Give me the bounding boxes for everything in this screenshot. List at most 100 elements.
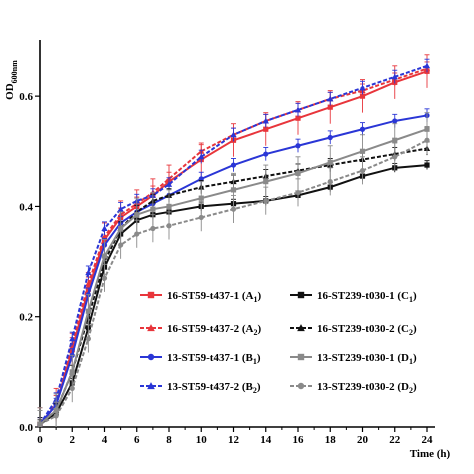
data-point-square <box>297 353 305 361</box>
data-point-circle <box>101 275 108 281</box>
data-point-triangle <box>359 84 366 91</box>
legend-label: 16-ST59-t437-2 (A2) <box>167 323 261 337</box>
legend-item-3: 13-ST59-t437-1 (B1) <box>140 352 261 366</box>
data-point-square <box>118 225 124 232</box>
data-point-square <box>297 291 305 299</box>
data-point-square <box>134 212 140 218</box>
legend-label-main: 13-ST59-t437-1 (B <box>167 352 254 364</box>
legend-label-tail: ) <box>413 290 417 302</box>
series-8 <box>37 126 430 427</box>
data-point-triangle <box>85 280 92 287</box>
legend-label-subscript: 1 <box>409 295 413 304</box>
legend-label-subscript: 2 <box>409 328 413 337</box>
data-point-circle <box>263 151 269 157</box>
legend-label-subscript: 2 <box>253 386 257 395</box>
y-axis-title-main: OD <box>4 83 16 100</box>
data-point-circle <box>150 225 156 232</box>
legend-label-main: 13-ST239-t030-1 (D <box>317 352 409 364</box>
legend-label-tail: ) <box>257 352 261 364</box>
legend-label-subscript: 1 <box>253 295 257 304</box>
data-point-square <box>327 104 333 110</box>
y-axis-title: OD600nm <box>4 60 19 100</box>
legend-label: 13-ST239-t030-1 (D1) <box>317 352 417 366</box>
legend-label-main: 16-ST59-t437-1 (A <box>167 290 254 302</box>
data-point-triangle <box>117 206 124 212</box>
legend-label: 13-ST59-t437-1 (B1) <box>167 352 261 366</box>
data-point-circle <box>392 118 398 124</box>
data-point-triangle <box>147 382 155 390</box>
data-point-circle <box>295 190 301 196</box>
legend-item-6: 16-ST239-t030-2 (C2) <box>290 323 417 337</box>
data-point-triangle <box>230 131 237 138</box>
data-point-circle <box>327 179 333 185</box>
data-point-triangle <box>101 233 108 240</box>
legend-label-main: 16-ST59-t437-2 (A <box>167 323 254 335</box>
legend-item-4: 13-ST59-t437-2 (B2) <box>140 381 261 395</box>
data-point-square <box>69 369 75 375</box>
legend-item-2: 16-ST59-t437-2 (A2) <box>140 323 261 337</box>
x-tick-label: 0 <box>37 434 43 446</box>
legend-label-subscript: 1 <box>253 357 257 366</box>
x-tick-label: 16 <box>293 434 305 446</box>
legend-label-tail: ) <box>413 381 417 393</box>
legend-label-main: 13-ST239-t030-2 (D <box>317 381 409 393</box>
data-point-circle <box>85 336 91 342</box>
legend: 16-ST59-t437-1 (A1)16-ST59-t437-2 (A2)13… <box>140 290 417 395</box>
legend-label: 13-ST239-t030-2 (D2) <box>317 381 417 395</box>
data-point-circle <box>327 134 333 141</box>
series-4 <box>36 58 431 427</box>
x-tick-label: 24 <box>422 434 434 446</box>
data-point-circle <box>359 126 366 132</box>
legend-label: 13-ST59-t437-2 (B2) <box>167 381 261 395</box>
x-tick-label: 14 <box>260 434 272 446</box>
x-tick-label: 6 <box>134 434 140 446</box>
data-point-square <box>166 203 172 210</box>
legend-label-main: 16-ST239-t030-1 (C <box>317 290 409 302</box>
series-layer <box>36 54 431 427</box>
data-point-circle <box>53 413 59 419</box>
legend-label-main: 13-ST59-t437-2 (B <box>167 381 254 393</box>
legend-label: 16-ST59-t437-1 (A1) <box>167 290 261 304</box>
legend-label-subscript: 2 <box>409 386 413 395</box>
legend-item-5: 16-ST239-t030-1 (C1) <box>290 290 417 304</box>
legend-item-1: 16-ST59-t437-1 (A1) <box>140 290 261 304</box>
data-point-circle <box>392 154 398 160</box>
legend-label-tail: ) <box>257 290 261 302</box>
x-tick-label: 20 <box>357 434 369 446</box>
x-tick-label: 18 <box>325 434 337 446</box>
y-tick-label: 0.2 <box>19 312 33 324</box>
ticks: 0 2 4 6 8 10 12 14 16 18 20 22 240.00.20.40.6 <box>19 91 433 446</box>
data-point-circle <box>166 223 172 229</box>
data-point-circle <box>230 206 237 212</box>
data-point-triangle <box>423 62 431 69</box>
x-tick-label: 8 <box>166 434 172 446</box>
series-1 <box>37 54 430 427</box>
data-point-circle <box>424 137 430 143</box>
data-point-triangle <box>198 153 205 160</box>
data-point-circle <box>295 143 301 149</box>
y-tick-label: 0.6 <box>19 91 33 103</box>
data-point-square <box>424 162 430 168</box>
data-point-square <box>263 126 269 132</box>
data-point-triangle <box>294 106 302 113</box>
data-point-square <box>150 206 156 212</box>
x-tick-label: 10 <box>196 434 208 446</box>
data-point-triangle <box>165 181 173 187</box>
data-point-triangle <box>101 225 108 231</box>
data-point-triangle <box>85 269 92 276</box>
data-point-circle <box>297 382 305 390</box>
legend-label-main: 16-ST239-t030-2 (C <box>317 323 409 335</box>
data-point-triangle <box>69 335 76 342</box>
data-point-circle <box>118 242 124 248</box>
axes <box>39 40 435 428</box>
data-point-circle <box>198 214 204 221</box>
legend-label-tail: ) <box>257 323 261 335</box>
data-point-circle <box>147 353 155 361</box>
legend-label-tail: ) <box>413 323 417 335</box>
legend-label-tail: ) <box>413 352 417 364</box>
legend-item-8: 13-ST239-t030-2 (D2) <box>290 381 417 395</box>
x-tick-label: 12 <box>228 434 240 446</box>
y-axis-title-subscript: 600nm <box>10 60 19 83</box>
data-point-square <box>230 187 237 193</box>
